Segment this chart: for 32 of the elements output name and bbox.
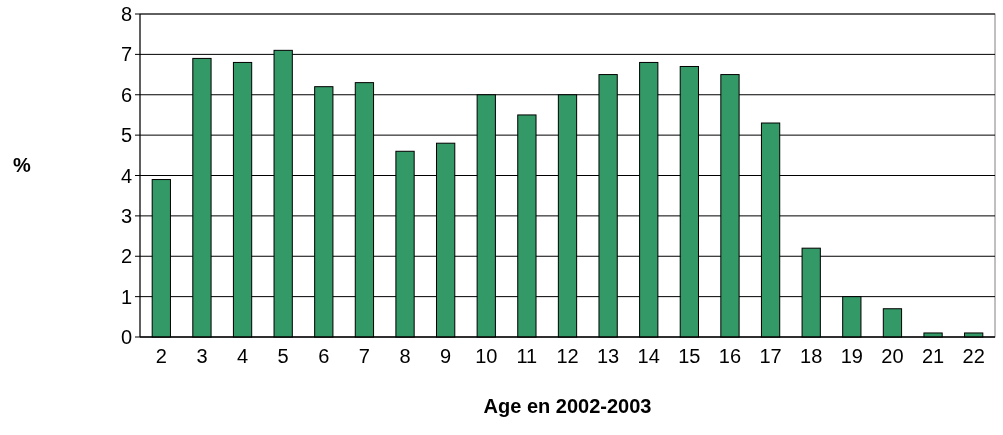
x-tick-label: 19 (840, 345, 863, 367)
x-tick-label: 20 (881, 345, 904, 367)
x-tick-label: 21 (921, 345, 945, 367)
y-tick-label: 5 (120, 124, 132, 147)
x-tick-label: 8 (399, 345, 411, 367)
x-tick-label: 12 (556, 345, 579, 367)
x-tick-label: 14 (637, 345, 660, 367)
x-tick-label: 11 (516, 345, 538, 367)
y-tick-label: 7 (120, 43, 132, 66)
x-tick-label: 18 (800, 345, 823, 367)
y-tick-label: 4 (120, 164, 132, 187)
y-tick-label: 8 (120, 3, 132, 25)
x-tick-label: 3 (196, 345, 208, 367)
y-tick-label: 2 (120, 245, 132, 268)
y-tick-label: 6 (120, 83, 132, 106)
x-tick-label: 17 (759, 345, 782, 367)
x-tick-label: 10 (475, 345, 498, 367)
x-tick-label: 6 (318, 345, 330, 367)
x-tick-label: 9 (440, 345, 452, 367)
x-tick-label: 13 (596, 345, 620, 367)
x-tick-label: 22 (962, 345, 985, 367)
x-tick-label: 15 (678, 345, 701, 367)
y-tick-label: 0 (120, 326, 132, 348)
y-tick-label: 3 (120, 204, 132, 227)
x-tick-label: 5 (277, 345, 289, 367)
x-tick-label: 2 (155, 345, 167, 367)
x-axis-title: Age en 2002-2003 (483, 395, 652, 417)
y-axis-title: % (13, 154, 32, 176)
y-tick-label: 1 (120, 285, 132, 308)
x-tick-label: 16 (718, 345, 742, 367)
x-tick-label: 4 (237, 345, 249, 367)
x-tick-label: 7 (358, 345, 370, 367)
